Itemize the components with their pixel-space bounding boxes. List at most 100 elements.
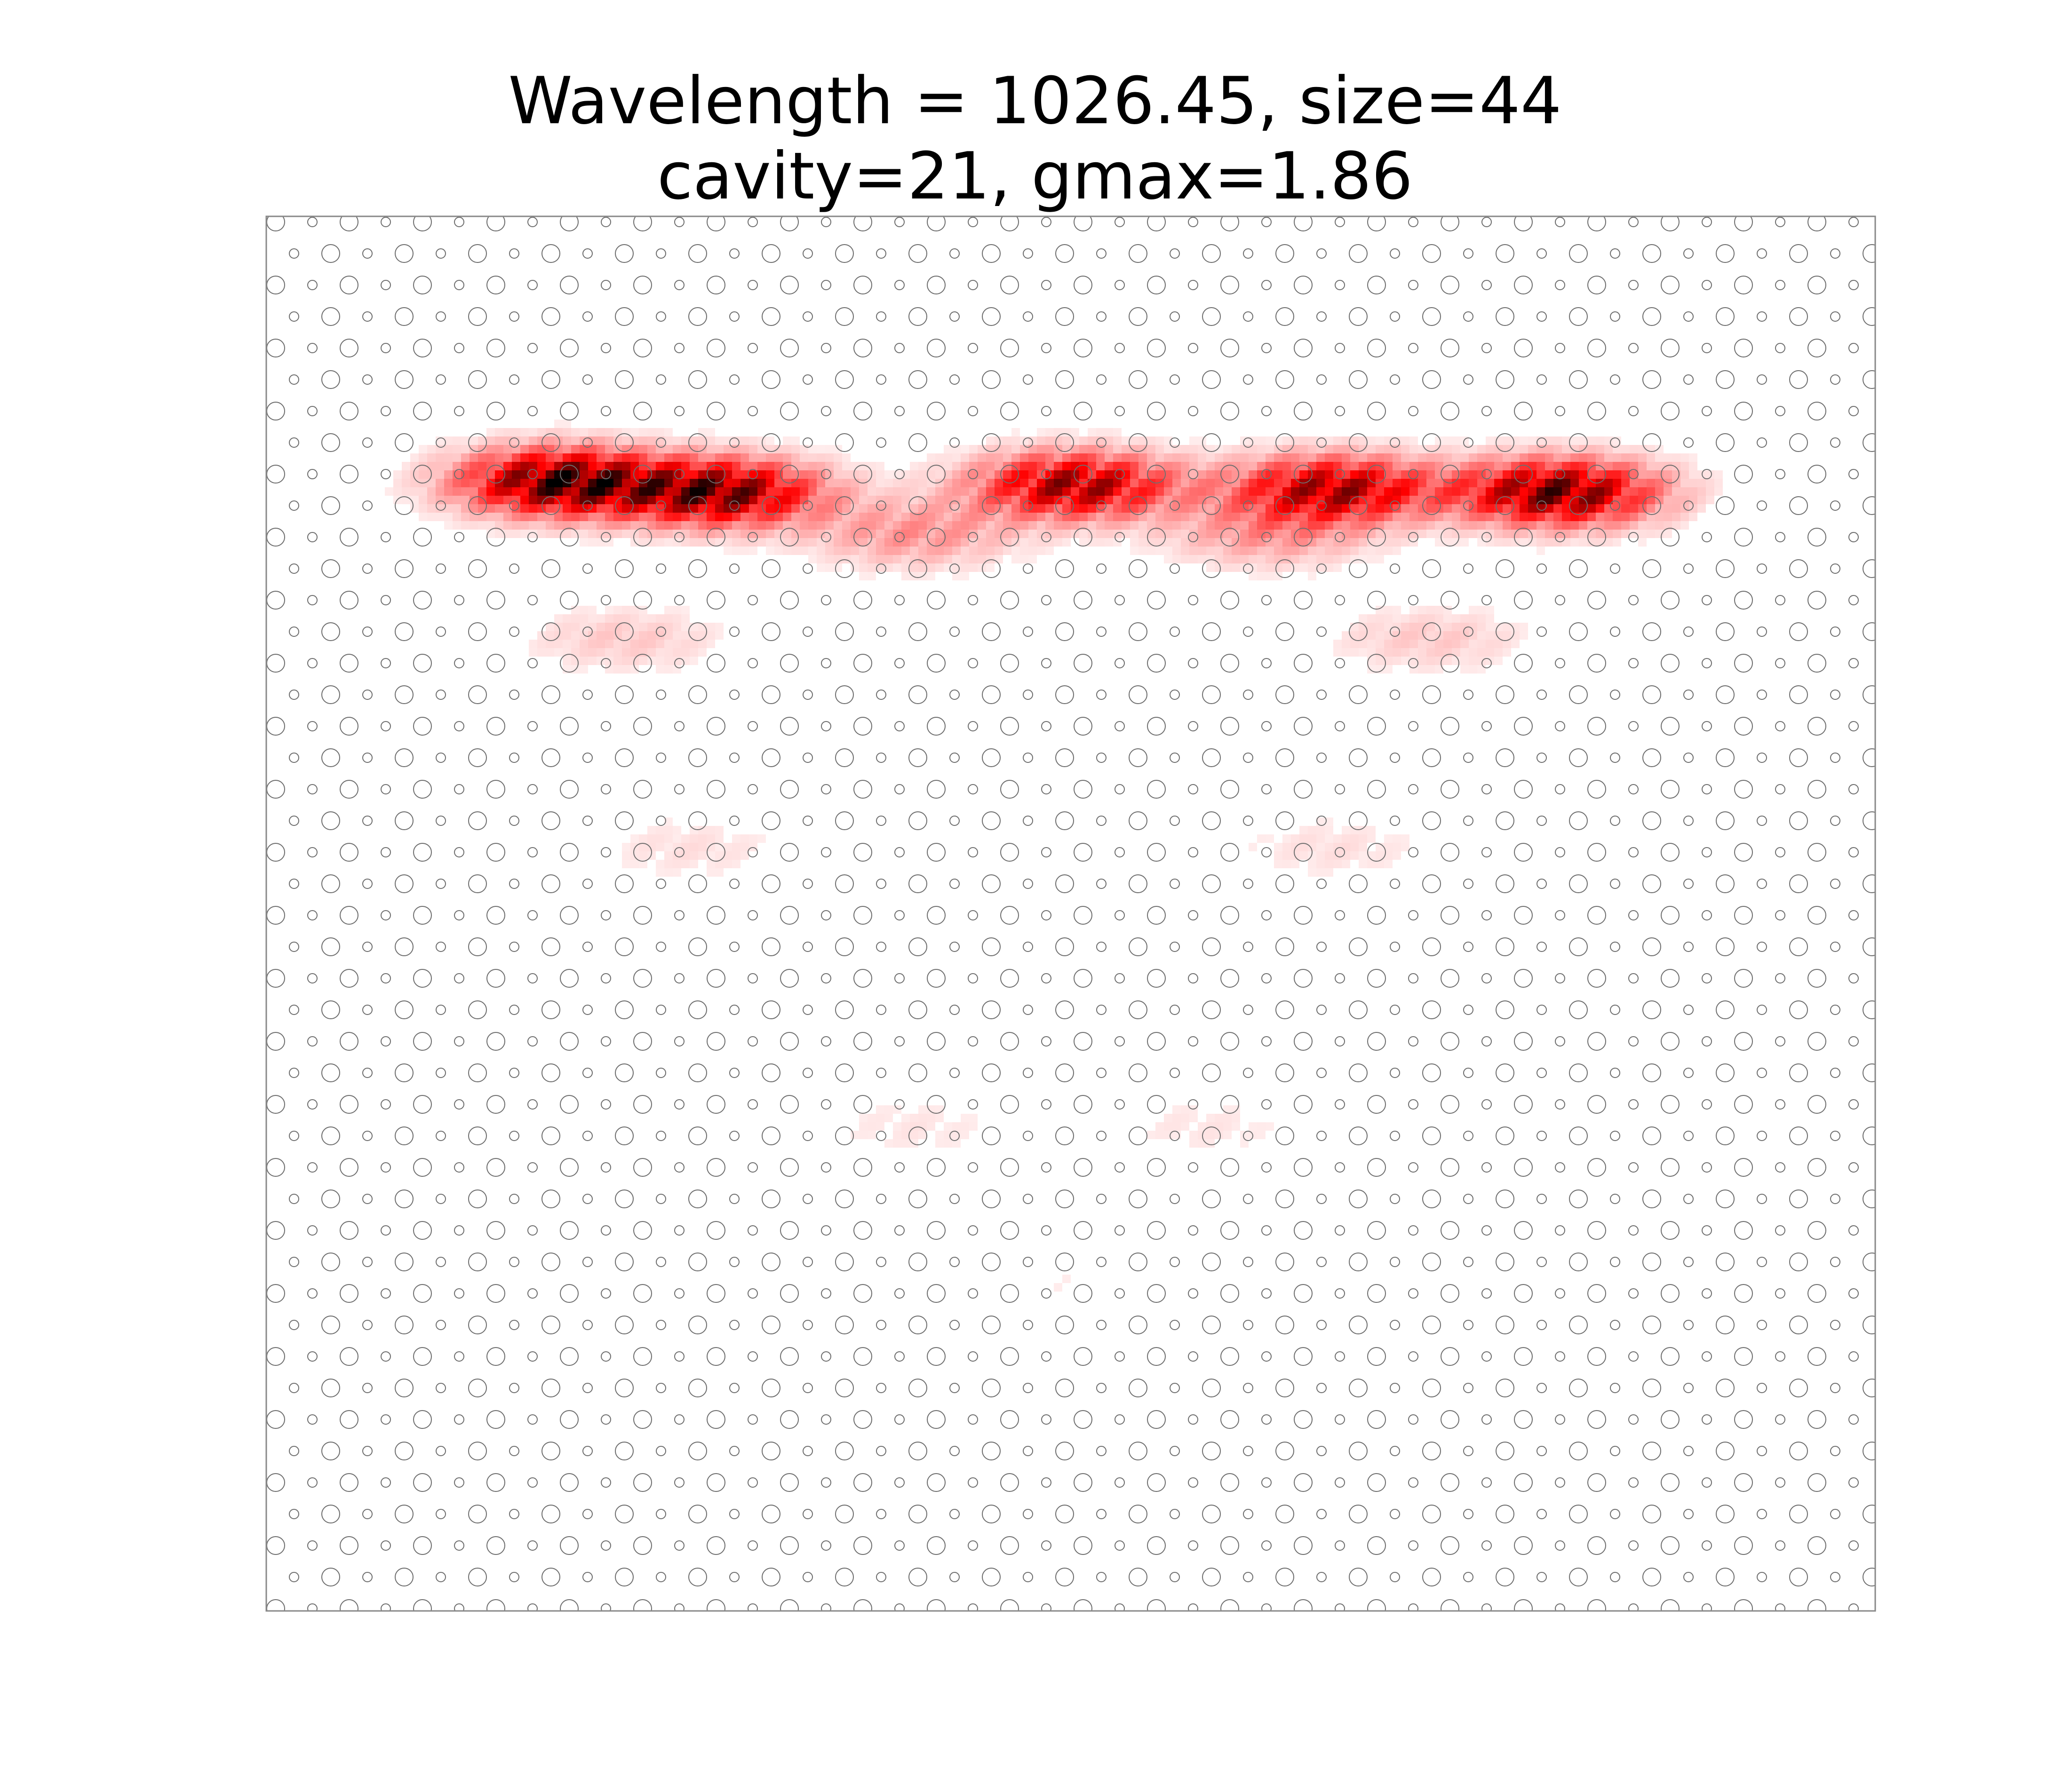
hole-small [1922,1352,1932,1361]
hole-large [1642,685,1661,704]
field-cell [1189,521,1198,530]
field-cell [1316,826,1325,834]
hole-small [821,217,831,227]
hole-large [340,1473,358,1492]
field-cell [444,496,453,504]
hole-large [707,528,725,547]
hole-small [1170,1320,1180,1330]
field-cell [732,479,740,487]
hole-large [1055,244,1074,263]
hole-large [927,969,946,988]
field-cell [859,487,868,496]
hole-large [1642,433,1661,452]
hole-large [560,1347,579,1366]
field-cell [681,436,690,445]
field-cell [1240,538,1249,547]
field-cell [1452,445,1460,453]
hole-small [656,437,666,448]
hole-large [835,1189,854,1208]
hole-small [821,658,831,668]
field-cell [1282,453,1291,462]
hole-small [894,1477,905,1488]
field-cell [1486,479,1494,487]
field-cell [1223,563,1232,572]
hole-large [541,1316,560,1334]
field-cell [1545,521,1553,530]
field-cell [639,834,647,843]
hole-small [454,343,464,353]
field-cell [876,521,884,530]
field-cell [893,470,901,479]
field-cell [571,496,580,504]
field-cell [1257,555,1266,563]
hole-large [1569,1253,1588,1271]
hole-large [1936,1631,1954,1649]
hole-large [1074,591,1092,610]
field-cell [1181,521,1189,530]
hole-small [821,721,831,731]
hole-small [1628,343,1639,353]
field-cell [597,436,605,445]
field-cell [1325,521,1333,530]
field-cell [1088,487,1096,496]
field-cell [1113,470,1122,479]
hole-small [729,1194,740,1204]
field-cell [630,606,639,614]
hole-small [876,1068,886,1078]
hole-large [633,1536,652,1555]
field-cell [1096,462,1105,470]
field-cell [427,453,436,462]
hole-large [1716,1189,1735,1208]
field-cell [1088,436,1096,445]
field-cell [1172,487,1181,496]
field-cell [1562,504,1570,513]
field-cell [453,470,461,479]
hole-small [1775,343,1785,353]
hole-small [601,1414,611,1425]
hole-large [1496,496,1514,515]
field-cell [927,547,935,555]
hole-large [1441,216,1459,231]
field-cell [1426,665,1435,674]
field-cell [1545,487,1553,496]
field-cell [554,487,563,496]
field-cell [757,462,766,470]
hole-small [1170,1635,1179,1645]
hole-small [1243,753,1253,763]
hole-large [762,433,780,452]
hole-large [1514,216,1533,231]
hole-large [927,1536,946,1555]
hole-large [395,811,414,830]
field-cell [1215,445,1223,453]
hole-small [656,1131,666,1141]
field-cell [639,445,647,453]
field-cell [1376,436,1384,445]
field-cell [1638,470,1647,479]
field-cell [1291,563,1299,572]
field-cell [1443,504,1452,513]
field-cell [859,538,868,547]
hole-large [688,1568,707,1586]
hole-small [1683,1509,1694,1519]
hole-small [1904,816,1913,825]
hole-large [615,685,634,704]
field-cell [1562,521,1570,530]
field-cell [1477,487,1486,496]
hole-small [1261,1540,1272,1551]
hole-small [1261,973,1272,983]
field-cell [1198,547,1206,555]
hole-large [1349,1253,1368,1271]
hole-small [1628,910,1639,920]
hole-small [362,1257,373,1267]
field-cell [1189,479,1198,487]
hole-small [601,532,611,542]
field-cell [715,834,724,843]
field-cell [605,631,613,640]
field-cell [1232,547,1240,555]
field-cell [1147,547,1155,555]
field-cell [664,479,673,487]
hole-small [582,690,593,700]
field-cell [1579,487,1587,496]
field-cell [969,462,978,470]
field-cell [1266,496,1274,504]
